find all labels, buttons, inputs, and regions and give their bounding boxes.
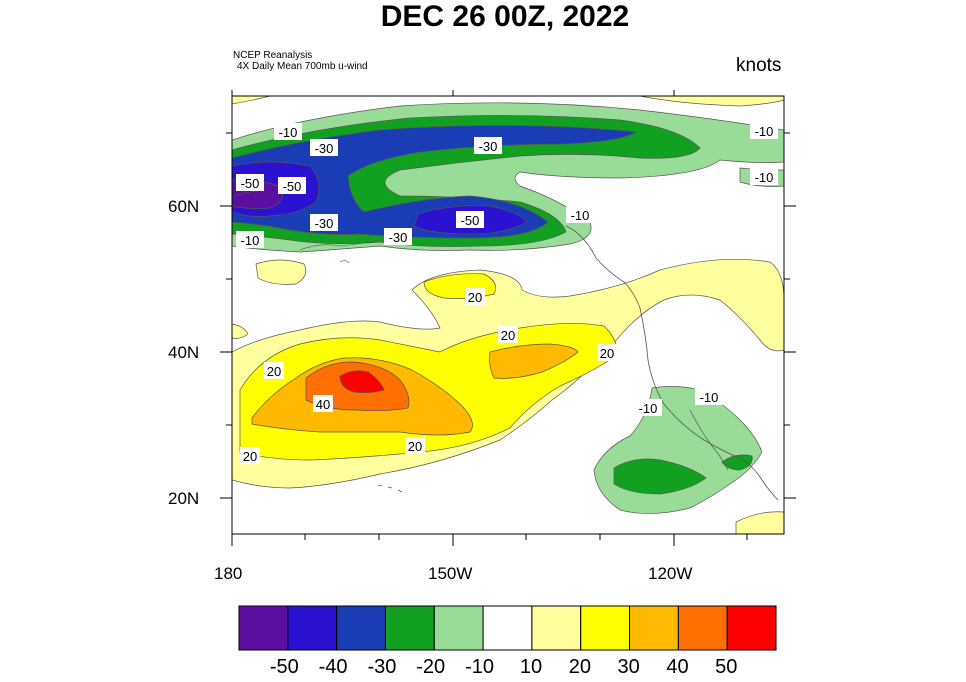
contour-label-bg — [313, 395, 333, 412]
colorbar-swatch — [677, 605, 728, 651]
contour-label-bg — [274, 123, 302, 140]
source-line-2: 4X Daily Mean 700mb u-wind — [237, 61, 368, 72]
contour-label: -10 — [755, 124, 774, 139]
colorbar-label: 30 — [617, 656, 640, 678]
contour-label: -50 — [461, 213, 480, 228]
contour-label-bg — [236, 231, 264, 248]
contour-label: -50 — [241, 176, 260, 191]
colorbar-swatch — [287, 605, 338, 651]
colorbar-swatch — [726, 605, 777, 651]
contour-label-bg — [465, 288, 485, 305]
contour-label: -10 — [755, 170, 774, 185]
coastline — [689, 409, 729, 471]
colorbar-swatch — [384, 605, 435, 651]
contour-label-bg — [498, 326, 518, 343]
lon-tick-label: 150W — [428, 564, 473, 583]
units-label: knots — [736, 55, 782, 76]
contour-label: 20 — [267, 364, 281, 379]
contour-label-bg — [384, 228, 412, 245]
contour-label-bg — [240, 447, 260, 464]
contour-label-bg — [236, 174, 264, 191]
colorbar-label: -40 — [318, 656, 348, 678]
hawaii-outline — [377, 484, 403, 493]
island-outline — [339, 259, 350, 264]
colorbar-label: -50 — [269, 656, 299, 678]
contour-label-bg — [750, 122, 778, 139]
contour-label: -10 — [700, 390, 719, 405]
colorbar-label: -20 — [416, 656, 446, 678]
coastline — [565, 225, 779, 501]
lat-tick-label: 20N — [168, 489, 200, 508]
colorbar-label: -30 — [367, 656, 397, 678]
contour-label: -10 — [639, 401, 658, 416]
contour-label: -30 — [315, 141, 334, 156]
contour-label: 20 — [408, 439, 422, 454]
contour-label: 20 — [501, 328, 515, 343]
contour-label-bg — [474, 137, 502, 154]
lon-tick-label: 120W — [648, 564, 693, 583]
source-line-1: NCEP Reanalysis — [233, 50, 313, 61]
contour-label-bg — [695, 388, 723, 405]
contour-label: 20 — [468, 290, 482, 305]
contour-label: -10 — [279, 125, 298, 140]
coastline — [299, 239, 381, 251]
contour-label: -10 — [241, 233, 260, 248]
contour-label-bg — [310, 214, 338, 231]
colorbar-label: 10 — [519, 656, 543, 678]
lat-tick-label: 60N — [168, 197, 200, 216]
axis-ticks — [220, 90, 796, 546]
contour-label-bg — [264, 362, 284, 379]
contour-label-bg — [750, 168, 778, 185]
contour-label: 20 — [600, 346, 614, 361]
colorbar-swatch — [433, 605, 484, 651]
contour-label: -30 — [315, 216, 334, 231]
lon-tick-label: 180 — [214, 564, 243, 583]
contour-label-bg — [566, 206, 594, 223]
contour-label-bg — [456, 211, 484, 228]
contour-label-bg — [634, 399, 662, 416]
contour-label: -10 — [571, 208, 590, 223]
contour-label: -30 — [479, 139, 498, 154]
colorbar-label: 40 — [666, 656, 689, 678]
colorbar-swatch — [238, 605, 289, 651]
colorbar-swatch — [482, 605, 533, 651]
colorbar-swatch — [629, 605, 679, 651]
plot-frame — [231, 95, 785, 535]
contour-label-bg — [310, 139, 338, 156]
colorbar — [238, 605, 777, 651]
colorbar-swatch — [336, 605, 386, 651]
colorbar-swatch — [531, 605, 582, 651]
contour-label-layer: -10 -30 -30 -10 -10 -50 -50 -30 -50 -10 -30 -10 20 20… — [236, 122, 778, 464]
contour-label: -30 — [389, 230, 408, 245]
contour-label-bg — [278, 177, 306, 194]
colorbar-label: 50 — [715, 656, 738, 678]
contour-label-bg — [597, 344, 617, 361]
map-title: DEC 26 00Z, 2022 — [380, 0, 630, 33]
contour-label: 40 — [316, 397, 330, 412]
contour-label-bg — [405, 437, 425, 454]
colorbar-swatch — [580, 605, 631, 651]
contour-label: 20 — [243, 449, 257, 464]
contour-label: -50 — [283, 179, 302, 194]
lat-tick-label: 40N — [168, 343, 200, 362]
contour-fill-layer — [232, 96, 784, 534]
colorbar-label: 20 — [568, 656, 591, 678]
colorbar-label: -10 — [465, 656, 494, 678]
